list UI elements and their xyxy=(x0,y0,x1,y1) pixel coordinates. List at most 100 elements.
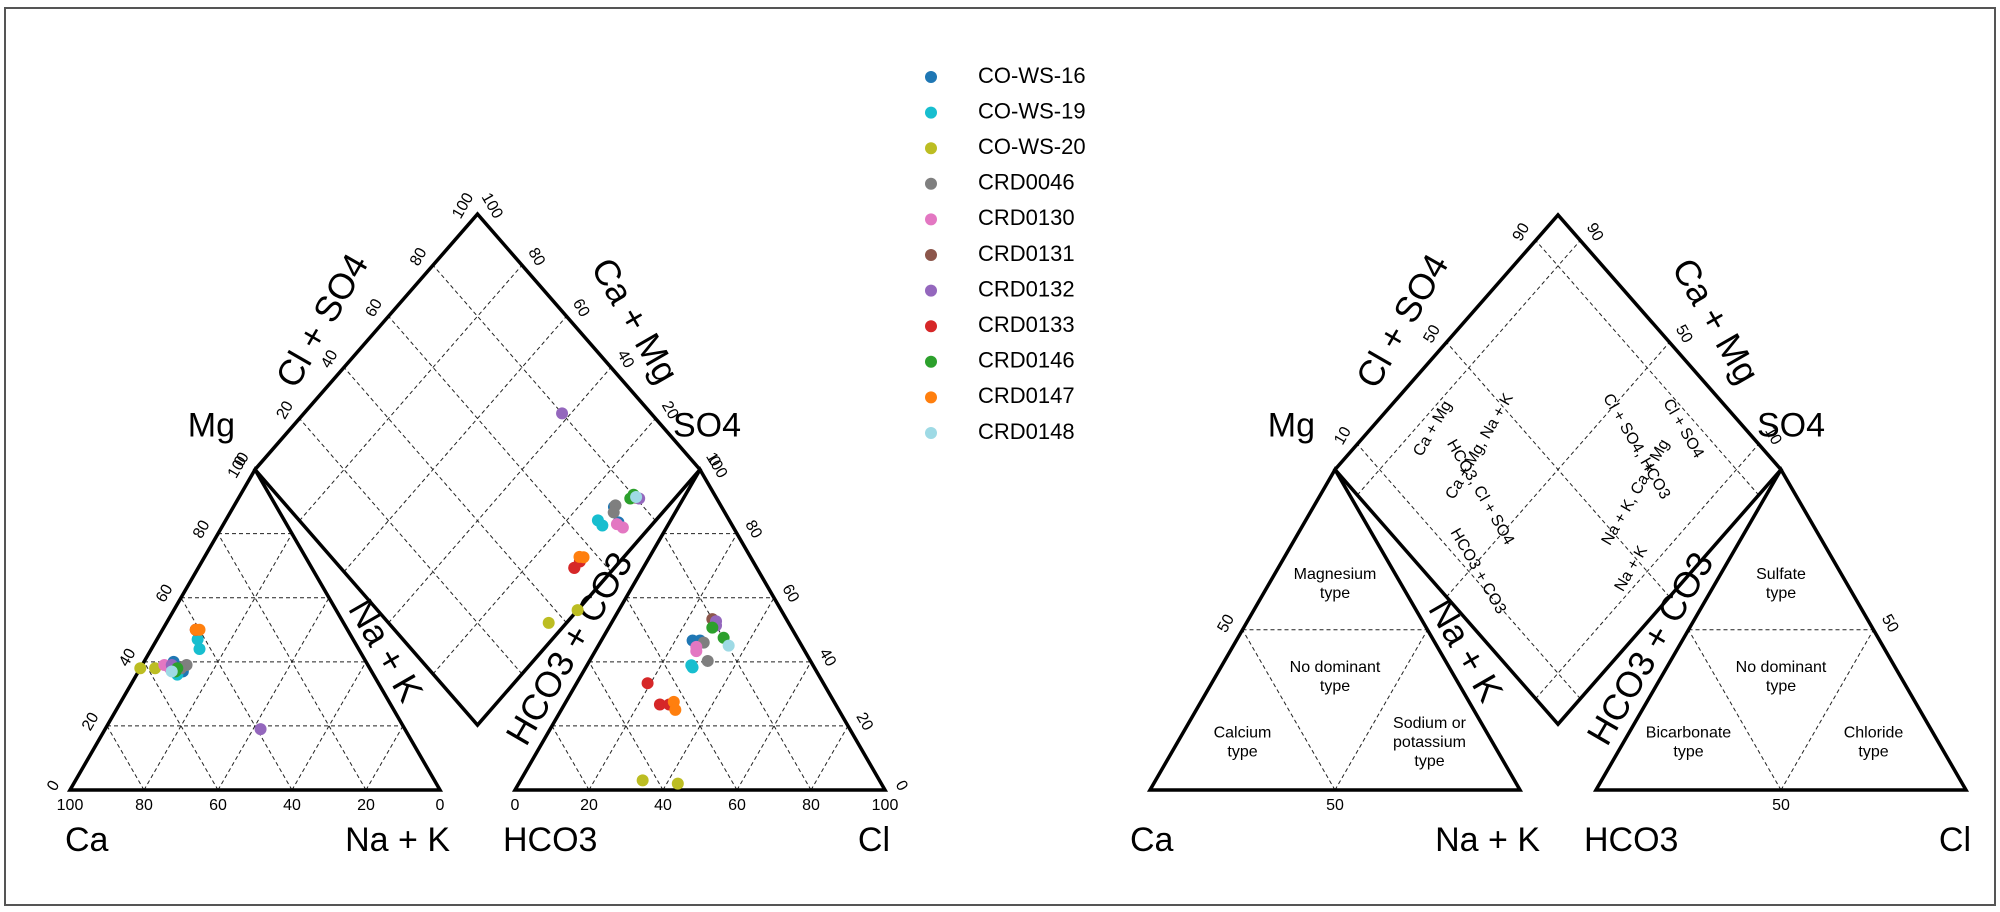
cation-point xyxy=(134,662,147,675)
diamond-right-tick-label: 20 xyxy=(658,398,682,422)
diamond-left-tick-label: 80 xyxy=(407,245,431,269)
zone-label: No dominant type xyxy=(1290,659,1381,695)
zone-label-line: Magnesium xyxy=(1294,566,1377,583)
cation-grid-line xyxy=(217,597,330,791)
cation-triangle xyxy=(1146,466,1524,792)
series-CRD0147 xyxy=(189,550,682,716)
diamond-zone-line xyxy=(1356,240,1581,496)
cation-right-corner-label: Na + K xyxy=(1435,821,1540,859)
diamond-zone-line xyxy=(1535,240,1760,496)
anion-point xyxy=(636,774,649,787)
legend-item: CRD0146 xyxy=(925,348,1075,373)
zone-lines xyxy=(1242,240,1874,791)
diamond-right-tick-label: 80 xyxy=(524,245,548,269)
legend-item: CRD0132 xyxy=(925,276,1075,301)
diamond-point xyxy=(610,518,623,531)
anion-zone-line xyxy=(1688,629,1782,791)
zone-label: Calcium type xyxy=(1214,724,1272,760)
zone-label-line: Sodium or xyxy=(1393,715,1467,732)
anion-grid-line xyxy=(662,597,775,791)
cation-point xyxy=(149,662,162,675)
cation-point xyxy=(191,633,204,646)
cation-triangle xyxy=(66,466,444,792)
legend-item: CO-WS-20 xyxy=(925,134,1086,159)
diamond xyxy=(1332,212,1784,727)
cation-point xyxy=(165,665,178,678)
diamond-left-tick-label: 60 xyxy=(362,296,386,320)
diamond-grid-line xyxy=(343,367,567,624)
anion-bottom-tick-label: 50 xyxy=(1772,797,1790,814)
anion-right-tick-label: 80 xyxy=(741,518,765,542)
cation-left-tick-label: 80 xyxy=(190,517,214,541)
diamond xyxy=(252,211,703,728)
cation-top-corner-label: Mg xyxy=(188,407,235,445)
cation-point xyxy=(254,723,267,736)
legend-label: CRD0147 xyxy=(978,383,1075,408)
anion-right-tick-label: 50 xyxy=(1878,612,1902,636)
diamond-left-tick-label: 40 xyxy=(318,347,342,371)
cation-bottom-tick-label: 100 xyxy=(57,797,84,814)
anion-point xyxy=(669,703,682,716)
legend-item: CO-WS-16 xyxy=(925,63,1086,88)
cation-point xyxy=(193,643,206,656)
zone-label-line: type xyxy=(1320,678,1350,695)
anion-right-tick-label: 20 xyxy=(852,710,876,734)
legend-item: CO-WS-19 xyxy=(925,98,1086,123)
cation-left-tick-label: 50 xyxy=(1214,612,1238,636)
anion-zone-line xyxy=(1780,629,1874,791)
diamond-grid-line xyxy=(432,264,656,521)
legend-marker xyxy=(925,177,937,190)
legend-item: CRD0130 xyxy=(925,205,1075,230)
legend-label: CO-WS-19 xyxy=(978,98,1086,123)
anion-left-corner-label: HCO3 xyxy=(503,821,597,859)
legend-label: CRD0130 xyxy=(978,205,1075,230)
cation-bottom-tick-label: 0 xyxy=(436,797,445,814)
legend-label: CO-WS-20 xyxy=(978,134,1086,159)
anion-right-corner-label: Cl xyxy=(858,821,890,859)
zone-label-line: type xyxy=(1227,743,1257,760)
zone-label-line: type xyxy=(1766,678,1796,695)
diamond-grid-line xyxy=(299,264,523,521)
cation-bottom-tick-label: 40 xyxy=(283,797,301,814)
anion-grid-line xyxy=(810,725,849,791)
anion-triangle xyxy=(511,466,889,792)
legend-label: CRD0132 xyxy=(978,276,1075,301)
zone-label-line: Calcium xyxy=(1214,724,1272,741)
diamond-right-tick-label: 40 xyxy=(613,347,637,371)
anion-point xyxy=(701,654,714,667)
legend-marker xyxy=(925,213,937,226)
anion-top-corner-label: SO4 xyxy=(1757,407,1825,445)
legend-label: CRD0131 xyxy=(978,241,1075,266)
anion-bottom-tick-label: 40 xyxy=(654,797,672,814)
diamond-grid-line xyxy=(343,315,567,573)
diamond-point xyxy=(573,550,586,563)
anion-right-corner-label: Cl xyxy=(1939,821,1971,859)
grid xyxy=(106,264,849,791)
cation-bottom-tick-label: 80 xyxy=(135,797,153,814)
zone-label: Sulfate type xyxy=(1756,566,1806,602)
zone-label-line: type xyxy=(1414,753,1444,770)
legend: CO-WS-16 CO-WS-19 CO-WS-20 CRD0046 CRD0130 CR… xyxy=(925,63,1086,444)
diamond-right-tick-label: 10 xyxy=(1761,424,1785,448)
anion-triangle xyxy=(1592,466,1970,792)
cation-top-corner-label: Mg xyxy=(1268,407,1315,445)
zone-label-line: type xyxy=(1766,585,1796,602)
anion-grid-line xyxy=(625,597,738,791)
diamond-right-tick-label: 90 xyxy=(1583,220,1607,244)
zone-label-line: type xyxy=(1673,743,1703,760)
zone-label: Sodium or potassium type xyxy=(1393,715,1467,770)
anion-grid-line xyxy=(551,725,590,791)
anion-point xyxy=(690,645,703,658)
diamond-right-tick-label: 50 xyxy=(1672,322,1696,346)
legend-marker xyxy=(925,427,937,439)
diamond-zone-line xyxy=(1356,443,1581,700)
legend-item: CRD0046 xyxy=(925,170,1075,195)
diamond-left-tick-label: 10 xyxy=(1331,424,1355,448)
legend-marker xyxy=(925,142,937,155)
legend-item: CRD0133 xyxy=(925,312,1075,337)
zone-label-line: type xyxy=(1858,743,1888,760)
legend-label: CRD0046 xyxy=(978,170,1075,195)
